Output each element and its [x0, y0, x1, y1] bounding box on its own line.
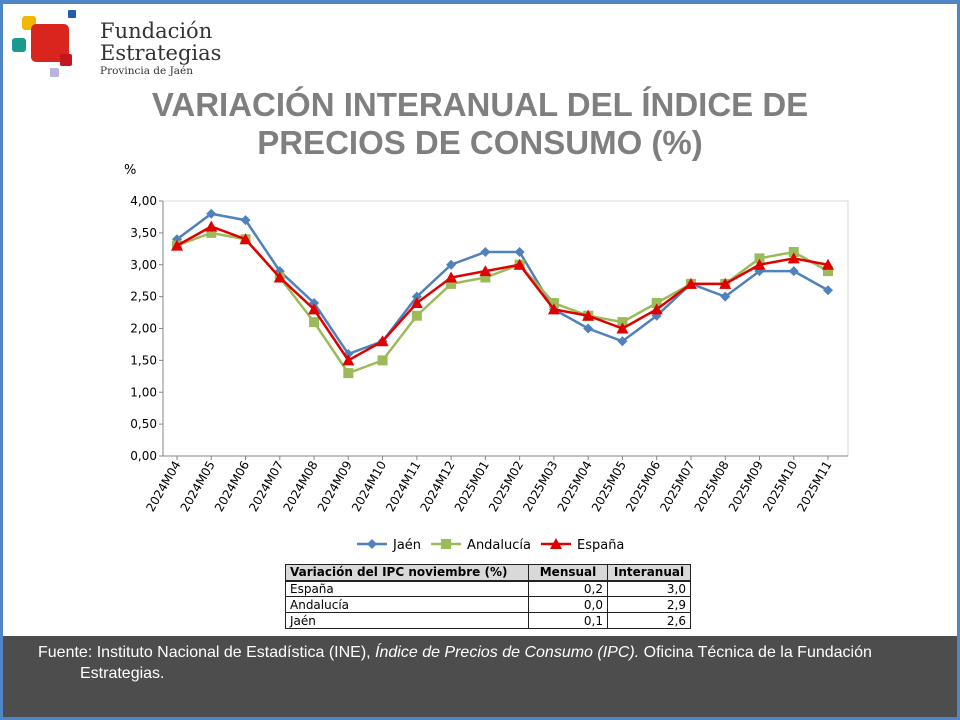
- data-point-andalucia: [411, 310, 422, 321]
- table-header: Variación del IPC noviembre (%): [285, 564, 529, 582]
- data-point-espana: [445, 271, 458, 283]
- y-tick-label: 1,00: [130, 385, 157, 399]
- legend-marker-jaen: [367, 539, 377, 549]
- table-cell: 0,1: [528, 612, 608, 629]
- table-row: Andalucía 0,0 2,9: [285, 596, 691, 613]
- legend-marker-andalucia: [441, 539, 452, 549]
- data-point-andalucia: [309, 317, 320, 328]
- data-point-andalucia: [480, 272, 491, 283]
- y-axis-label: %: [124, 163, 136, 178]
- data-point-andalucia: [446, 278, 457, 289]
- y-tick-label: 3,50: [130, 226, 157, 240]
- data-point-espana: [273, 271, 286, 283]
- data-point-jaen: [823, 285, 833, 296]
- logo-line2: Estrategias: [100, 41, 222, 65]
- legend-marker-espana: [549, 538, 562, 549]
- footer-line2: Estrategias.: [80, 665, 165, 682]
- data-point-espana: [342, 354, 355, 366]
- data-point-espana: [719, 277, 732, 289]
- data-point-andalucia: [377, 355, 388, 366]
- data-point-andalucia: [343, 368, 354, 379]
- data-point-andalucia: [754, 253, 765, 264]
- legend-label-andalucia: Andalucía: [467, 538, 531, 553]
- table-row: España 0,2 3,0: [285, 580, 691, 597]
- y-tick-label: 2,50: [130, 290, 157, 304]
- legend-label-jaen: Jaén: [392, 538, 421, 553]
- data-point-andalucia: [206, 227, 217, 238]
- logo-line1: Fundación: [100, 19, 213, 43]
- table-cell: 0,2: [528, 580, 608, 597]
- line-chart: % 0,00 0,50 1,00 1,50 2,00 2,50 3,00 3,50 4,00 202…: [124, 163, 849, 553]
- y-tick-label: 0,50: [130, 417, 157, 431]
- data-point-espana: [239, 233, 252, 245]
- data-point-andalucia: [651, 298, 662, 308]
- y-tick-label: 0,00: [130, 449, 157, 463]
- table-header-row: Variación del IPC noviembre (%) Mensual …: [285, 564, 691, 582]
- logo: Fundación Estrategias Provincia de Jaén: [10, 8, 221, 80]
- y-tick-label: 4,00: [130, 194, 157, 208]
- data-point-espana: [308, 303, 321, 315]
- table-cell: 3,0: [607, 580, 691, 597]
- data-point-espana: [479, 265, 492, 277]
- table-cell: 2,9: [607, 596, 691, 613]
- table-cell: 2,6: [607, 612, 691, 629]
- data-point-jaen: [514, 247, 525, 257]
- data-point-jaen: [411, 291, 422, 302]
- footer-text: Fuente: Instituto Nacional de Estadístic…: [38, 644, 376, 661]
- data-point-espana: [376, 335, 389, 347]
- data-point-espana: [171, 239, 183, 251]
- ipc-table: Variación del IPC noviembre (%) Mensual …: [285, 564, 691, 629]
- y-tick-label: 2,00: [130, 322, 157, 336]
- page-title: VARIACIÓN INTERANUAL DEL ÍNDICE DE PRECI…: [0, 86, 960, 162]
- data-point-jaen: [617, 336, 628, 347]
- y-tick-label: 1,50: [130, 353, 157, 367]
- data-point-espana: [753, 258, 766, 270]
- data-point-andalucia: [617, 317, 628, 328]
- data-point-andalucia: [788, 247, 799, 257]
- data-point-jaen: [206, 208, 217, 219]
- data-point-jaen: [788, 266, 799, 277]
- data-point-jaen: [720, 291, 731, 302]
- logo-mark-icon: [12, 10, 76, 77]
- data-point-jaen: [583, 323, 594, 334]
- logo-line3: Provincia de Jaén: [100, 65, 194, 77]
- data-point-espana: [822, 258, 834, 270]
- data-point-espana: [684, 277, 697, 289]
- data-point-espana: [616, 322, 629, 334]
- plot-area: [162, 200, 849, 457]
- table-header: Interanual: [607, 564, 691, 582]
- title-line1: VARIACIÓN INTERANUAL DEL ÍNDICE DE: [151, 86, 809, 123]
- data-point-espana: [787, 252, 800, 264]
- data-point-espana: [205, 220, 218, 232]
- series-line-espana: [176, 225, 829, 363]
- table-cell: Jaén: [285, 612, 529, 629]
- title-line2: PRECIOS DE CONSUMO (%): [257, 124, 703, 161]
- data-point-espana: [513, 258, 526, 270]
- data-point-espana: [547, 303, 560, 315]
- table-header: Mensual: [528, 564, 608, 582]
- data-point-andalucia: [548, 298, 559, 308]
- data-point-jaen: [480, 247, 491, 257]
- data-point-jaen: [446, 259, 457, 270]
- y-tick-label: 3,00: [130, 258, 157, 272]
- footer-text: Oficina Técnica de la Fundación: [639, 644, 872, 661]
- series-line-jaen: [176, 212, 829, 356]
- data-point-espana: [650, 303, 663, 315]
- table-row: Jaén 0,1 2,6: [285, 612, 691, 629]
- source-footer: Fuente: Instituto Nacional de Estadístic…: [3, 636, 957, 717]
- data-point-espana: [410, 297, 423, 308]
- data-point-espana: [582, 309, 595, 321]
- table-cell: Andalucía: [285, 596, 529, 613]
- table-cell: España: [285, 580, 529, 597]
- table-cell: 0,0: [528, 596, 608, 613]
- data-point-jaen: [240, 215, 251, 226]
- footer-italic: Índice de Precios de Consumo (IPC).: [375, 644, 640, 661]
- data-point-andalucia: [823, 266, 833, 277]
- legend-label-espana: España: [577, 538, 624, 553]
- x-tick-label: 2025M11: [794, 459, 834, 515]
